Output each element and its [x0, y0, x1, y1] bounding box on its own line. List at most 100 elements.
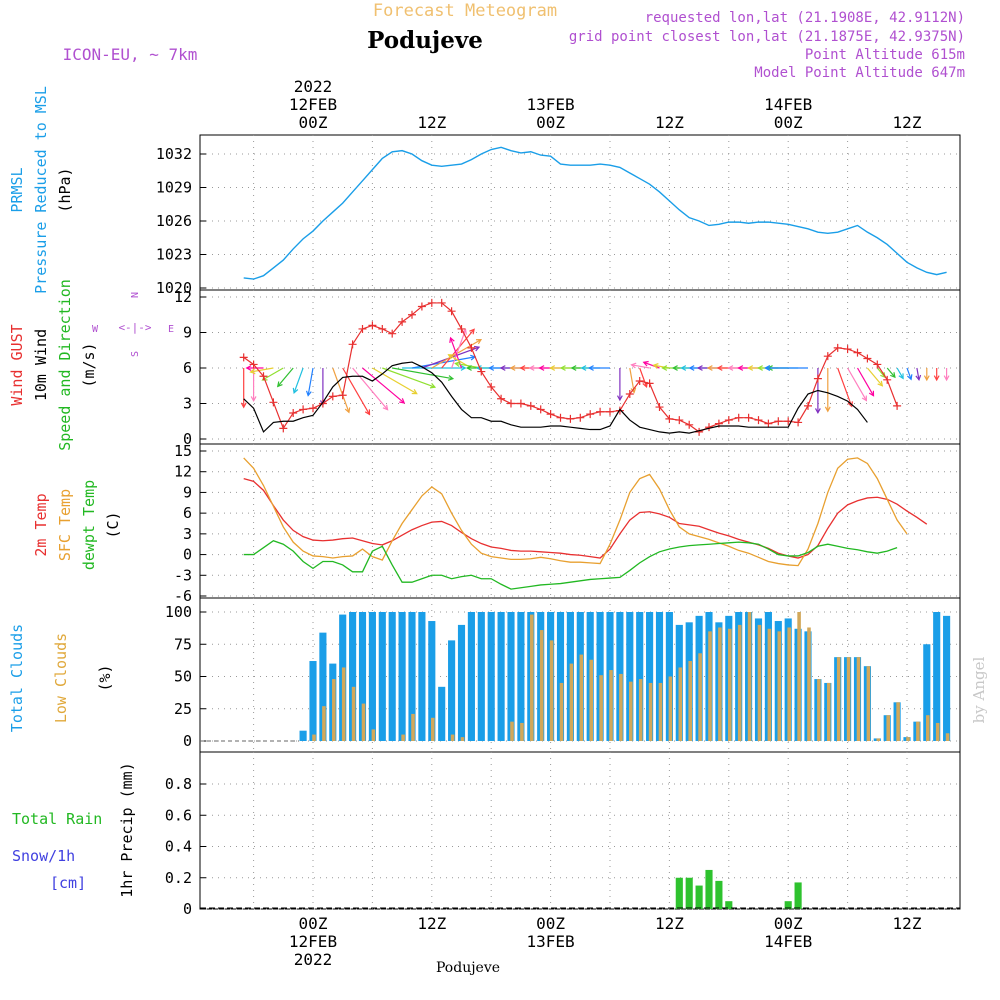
low-cloud-bar [351, 686, 356, 741]
bottom-time-label: 12Z [417, 914, 446, 933]
gust-marker [813, 374, 822, 383]
low-cloud-bar [619, 673, 623, 741]
total-cloud-bar [358, 612, 367, 741]
wind-arrow-head [868, 390, 875, 397]
requested-coords: requested lon,lat (21.1908E, 42.9112N) [645, 10, 965, 26]
compass-east: E [168, 324, 174, 335]
total-rain-label: Total Rain [12, 810, 102, 828]
low-cloud-bar [777, 631, 782, 741]
gust-marker [408, 310, 416, 319]
wind-arrow-head [706, 365, 713, 371]
wind-arrow [639, 367, 648, 387]
gust-marker [309, 404, 317, 413]
gust-marker [833, 343, 842, 352]
pressure-label: PRMSL [8, 167, 26, 212]
wind-arrow-head [824, 406, 831, 413]
wind-arrow-head [861, 395, 868, 402]
wind-arrow-head [364, 409, 371, 416]
gust-marker [665, 414, 674, 423]
gust-marker [516, 399, 525, 408]
low-cloud-bar [807, 627, 811, 741]
wind-arrow-head [630, 362, 637, 369]
gust-marker [883, 375, 892, 384]
model-altitude: Model Point Altitude 647m [754, 65, 965, 81]
wind-arrow [293, 367, 304, 394]
total-cloud-bar [646, 612, 654, 741]
panel-pressure: 1020 1023 1026 1029 1032 [156, 134, 961, 297]
temp-line-2 [243, 540, 898, 590]
wind-arrow-head [538, 365, 545, 371]
model-label: ICON-EU, ~ 7km [63, 45, 198, 64]
total-cloud-bar [378, 612, 386, 741]
compass-south: S [130, 351, 141, 357]
wind-arrow [392, 367, 453, 380]
low-cloud-bar [767, 628, 772, 741]
low-cloud-bar [589, 659, 593, 741]
location-title: Podujeve [367, 27, 483, 54]
gust-marker [556, 413, 565, 422]
wind-label: 10m Wind [32, 329, 50, 401]
wind-arrow [262, 367, 284, 381]
low-cloud-bar [747, 612, 752, 741]
wind-arrow-head [570, 365, 577, 371]
pressure-label: Pressure Reduced to MSL [32, 86, 50, 294]
top-time-label: 00Z [774, 113, 803, 132]
low-cloud-bar [549, 640, 554, 741]
wind-arrow-head [276, 381, 283, 388]
gust-marker [546, 410, 555, 419]
temp-ytick-label: 9 [183, 483, 192, 501]
wind-arrow-head [737, 365, 744, 371]
temp-ytick-label: -3 [174, 566, 192, 584]
gust-marker [586, 410, 595, 419]
low-cloud-bar [906, 737, 910, 741]
wind-arrow-head [519, 365, 526, 371]
wind-arrow-head [847, 401, 853, 408]
wind-arrow-head [906, 374, 913, 381]
wind-arrow [896, 367, 904, 379]
panels-layer: 10201023102610291032036912-6-30369121502… [156, 134, 961, 918]
gust-marker [774, 417, 783, 426]
low-cloud-bar [341, 667, 346, 741]
pressure-ytick-label: 1029 [156, 179, 192, 197]
rain-bar [784, 901, 792, 909]
wind-arrow-head [671, 365, 678, 371]
pressure-frame [199, 134, 961, 291]
pressure-line [243, 146, 947, 280]
wind-arrow-head [549, 365, 556, 371]
wind-arrow-head [399, 398, 406, 404]
low-cloud-bar [559, 682, 564, 741]
low-cloud-bar [668, 676, 673, 741]
wind-arrow [352, 367, 389, 411]
gust-marker [794, 418, 803, 427]
gust-marker [744, 413, 753, 422]
rain-bar [685, 877, 693, 909]
top-time-label: 14FEB [764, 95, 812, 114]
temp-ytick-label: 0 [183, 546, 192, 564]
wind-arrow-head [696, 365, 703, 371]
wind-arrow-head [814, 408, 821, 415]
gust-marker [299, 405, 308, 414]
bottom-time-label: 00Z [299, 914, 328, 933]
panel-precip: 0 0.2 0.4 0.6 0.8 [165, 751, 961, 918]
total-cloud-bar [923, 644, 931, 741]
pressure-ytick-label: 1020 [156, 279, 192, 297]
wind-arrow-head [344, 407, 351, 414]
wind-arrow [856, 367, 875, 397]
gust-marker [804, 401, 812, 410]
gust-marker [259, 372, 268, 381]
wind-arrow [382, 367, 436, 388]
temp-line-0 [243, 477, 928, 559]
pressure-ytick-label: 1032 [156, 145, 192, 163]
low-cloud-bar [757, 624, 762, 741]
low-cloud-bar [648, 682, 653, 741]
gust-marker [239, 353, 248, 362]
top-time-label: 13FEB [527, 95, 575, 114]
low-cloud-bar [371, 729, 376, 741]
wind-arrow-head [305, 390, 312, 397]
precip-ytick-label: 0.2 [165, 869, 192, 887]
wind-arrow-head [747, 365, 754, 371]
wind-ytick-label: 6 [183, 359, 192, 377]
gust-marker [675, 416, 684, 425]
rain-bar [715, 880, 723, 909]
